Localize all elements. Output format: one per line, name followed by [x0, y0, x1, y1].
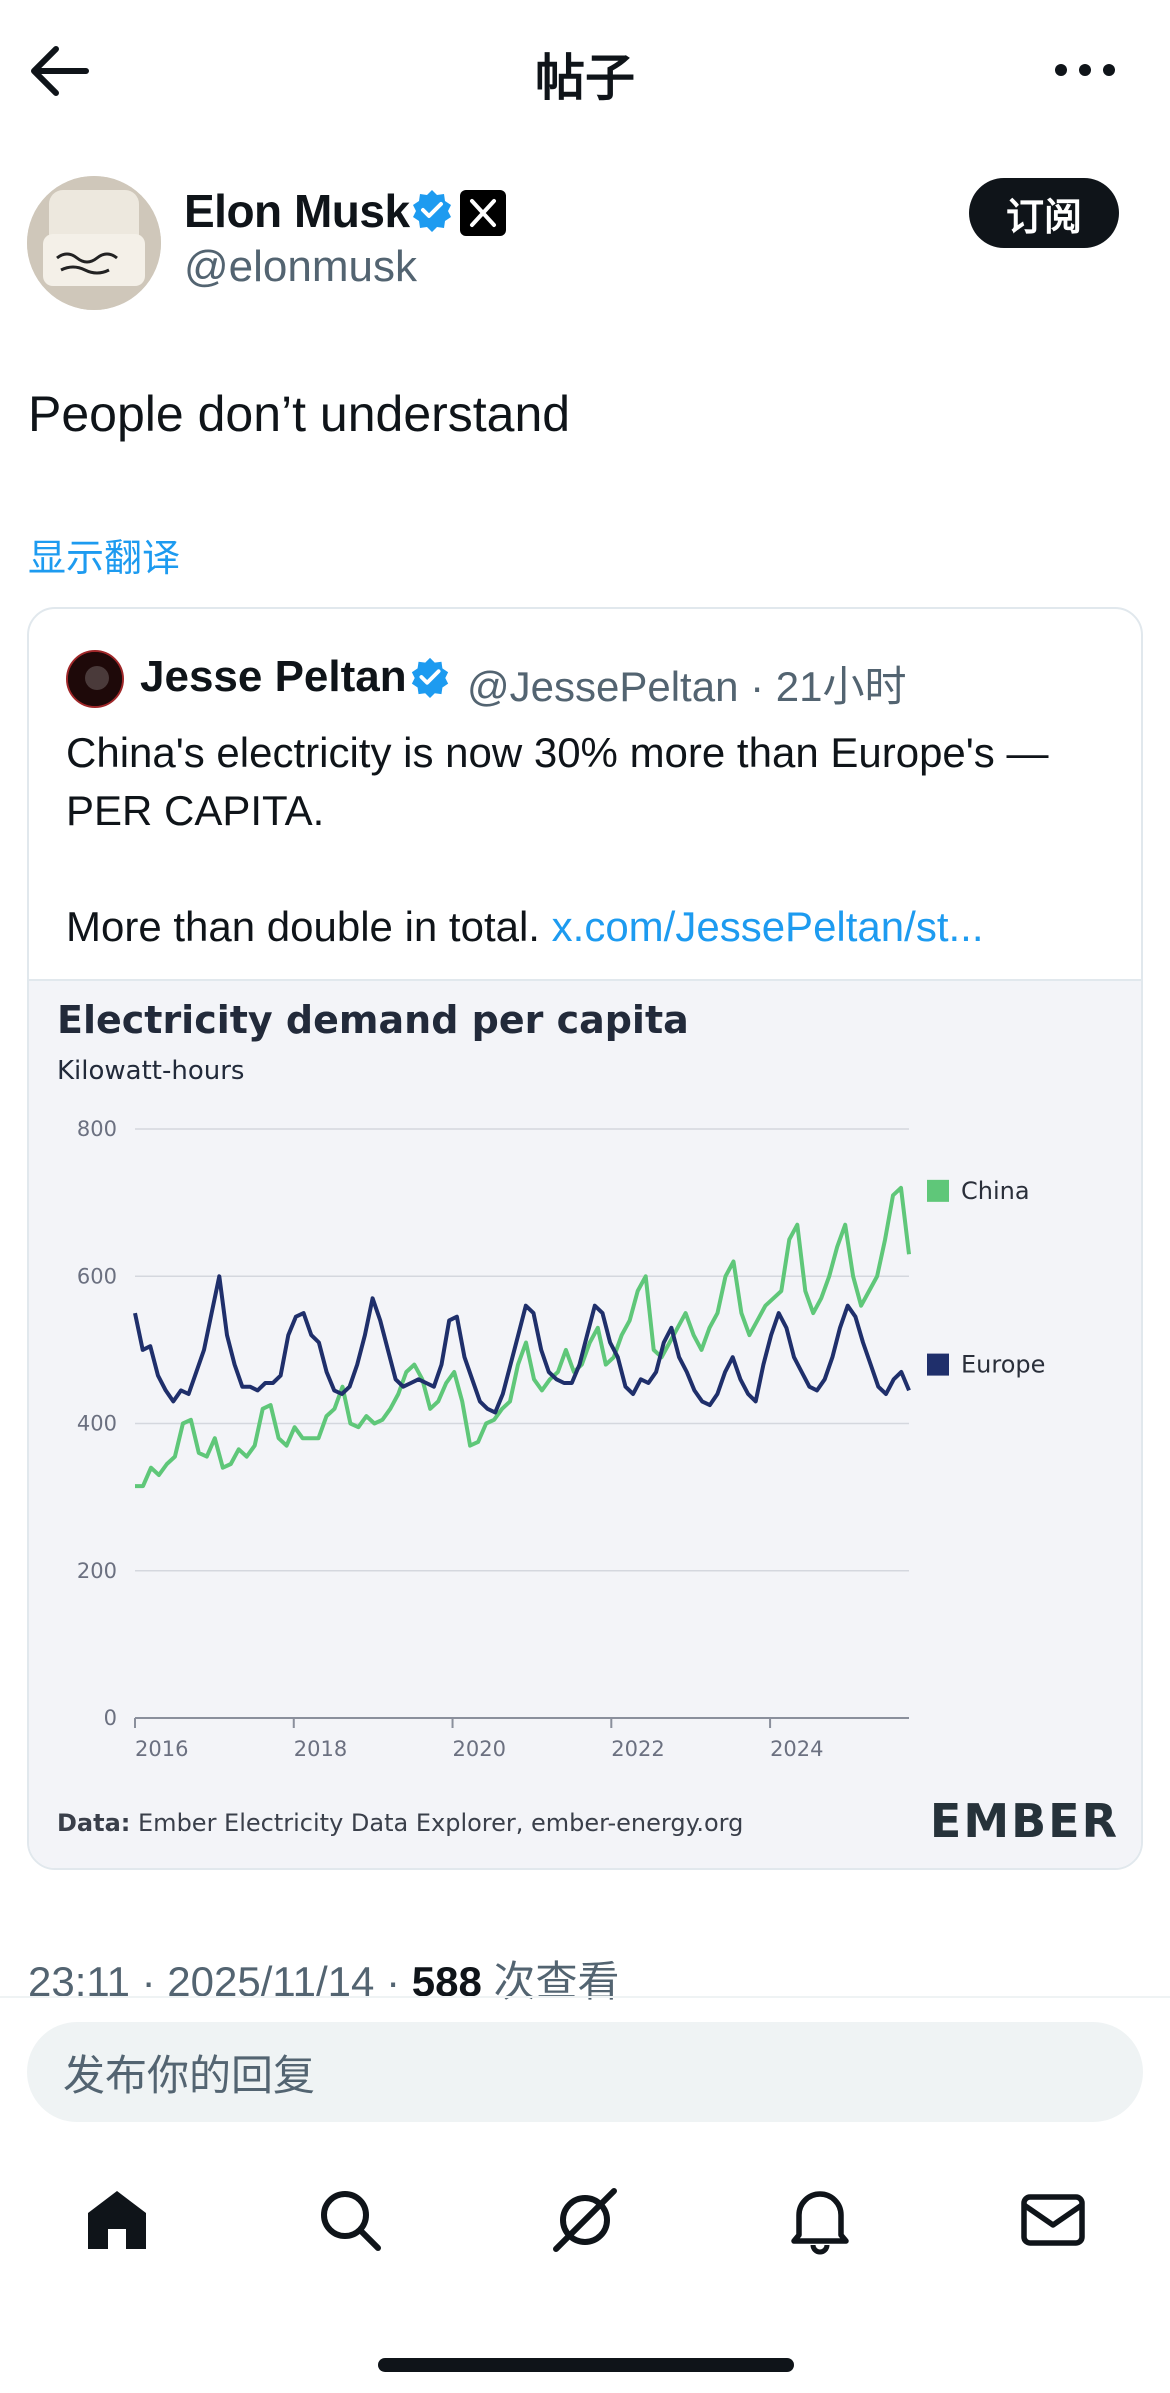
author-handle[interactable]: @elonmusk: [184, 242, 417, 291]
x-tick-label: 2022: [611, 1737, 664, 1761]
bell-icon: [791, 2191, 849, 2255]
chart-grid: [135, 1128, 909, 1719]
avatar[interactable]: [27, 176, 161, 310]
nav-notifications[interactable]: [770, 2170, 870, 2270]
nav-grok[interactable]: [535, 2170, 635, 2270]
chart-image[interactable]: Electricity demand per capita Kilowatt-h…: [29, 981, 1141, 1868]
more-options-button[interactable]: [1050, 45, 1120, 95]
show-translation-link[interactable]: 显示翻译: [28, 538, 181, 580]
arrow-left-icon: [31, 46, 89, 96]
series-line-europe: [133, 1274, 911, 1415]
legend-label-europe: Europe: [961, 1351, 1045, 1379]
quoted-post-card[interactable]: Jesse Peltan @JessePeltan · 21小时 China's…: [27, 607, 1143, 1870]
electricity-chart: Electricity demand per capita Kilowatt-h…: [57, 998, 1119, 1848]
reply-input[interactable]: 发布你的回复: [27, 2022, 1143, 2122]
author-name[interactable]: Elon Musk: [184, 185, 410, 237]
legend-swatch-china: [927, 1179, 949, 1202]
grok-icon: [553, 2188, 617, 2252]
quoted-author-name[interactable]: Jesse Peltan: [140, 652, 407, 701]
nav-home[interactable]: [67, 2170, 167, 2270]
y-axis-ticks: 0 200 400 600 800: [77, 1117, 117, 1730]
quoted-post-text: China's electricity is now 30% more than…: [66, 724, 1116, 956]
post-timestamp: 23:11 · 2025/11/14 · 588 次查看: [28, 1948, 619, 2009]
quoted-avatar[interactable]: [66, 650, 124, 708]
x-tick-label: 2024: [770, 1737, 823, 1761]
chart-source-label: Data:: [57, 1809, 130, 1837]
quoted-text-line1: China's electricity is now 30% more than…: [66, 729, 1049, 834]
chart-subtitle: Kilowatt-hours: [57, 1056, 244, 1086]
chart-source-text: Ember Electricity Data Explorer, ember-e…: [130, 1809, 743, 1837]
y-tick-label: 800: [77, 1117, 117, 1141]
ember-logo: EMBER: [930, 1794, 1119, 1848]
mail-icon: [1021, 2194, 1085, 2246]
legend-label-china: China: [961, 1177, 1030, 1205]
x-tick-label: 2020: [453, 1737, 506, 1761]
divider: [0, 1996, 1170, 1998]
x-axis-ticks: 2016 2018 2020 2022 2024: [134, 1718, 824, 1761]
verified-badge-icon: [413, 190, 451, 232]
quoted-text-line2: More than double in total.: [66, 903, 552, 950]
x-tick-label: 2016: [135, 1737, 188, 1761]
series-line-china: [135, 1185, 911, 1489]
avatar-image: [27, 176, 161, 310]
legend-swatch-europe: [927, 1353, 949, 1376]
nav-messages[interactable]: [1003, 2170, 1103, 2270]
y-tick-label: 200: [77, 1559, 117, 1583]
bottom-nav: [0, 2170, 1170, 2290]
home-icon: [88, 2191, 146, 2249]
y-tick-label: 400: [77, 1412, 117, 1436]
y-tick-label: 0: [104, 1706, 117, 1730]
page-title: 帖子: [535, 50, 635, 106]
chart-title: Electricity demand per capita: [57, 998, 689, 1042]
search-icon: [321, 2191, 381, 2251]
more-icon: [1055, 64, 1115, 76]
post-text: People don’t understand: [28, 386, 571, 442]
quoted-avatar-image: [68, 652, 122, 706]
verified-badge-icon: [411, 657, 449, 698]
nav-search[interactable]: [300, 2170, 400, 2270]
back-button[interactable]: [26, 40, 96, 102]
chart-series: [133, 1185, 911, 1489]
quoted-link[interactable]: x.com/JessePeltan/st...: [551, 903, 984, 950]
top-bar: 帖子: [0, 0, 1170, 145]
home-indicator: [378, 2358, 794, 2372]
divider: [29, 979, 1141, 981]
y-tick-label: 600: [77, 1264, 117, 1288]
subscribe-button[interactable]: 订阅: [969, 178, 1119, 248]
x-affiliate-icon: [460, 190, 506, 236]
chart-legend: China Europe: [927, 1177, 1045, 1379]
chart-source: Data: Ember Electricity Data Explorer, e…: [57, 1809, 743, 1837]
x-tick-label: 2018: [294, 1737, 347, 1761]
quoted-handle-time: @JessePeltan · 21小时: [467, 663, 907, 710]
